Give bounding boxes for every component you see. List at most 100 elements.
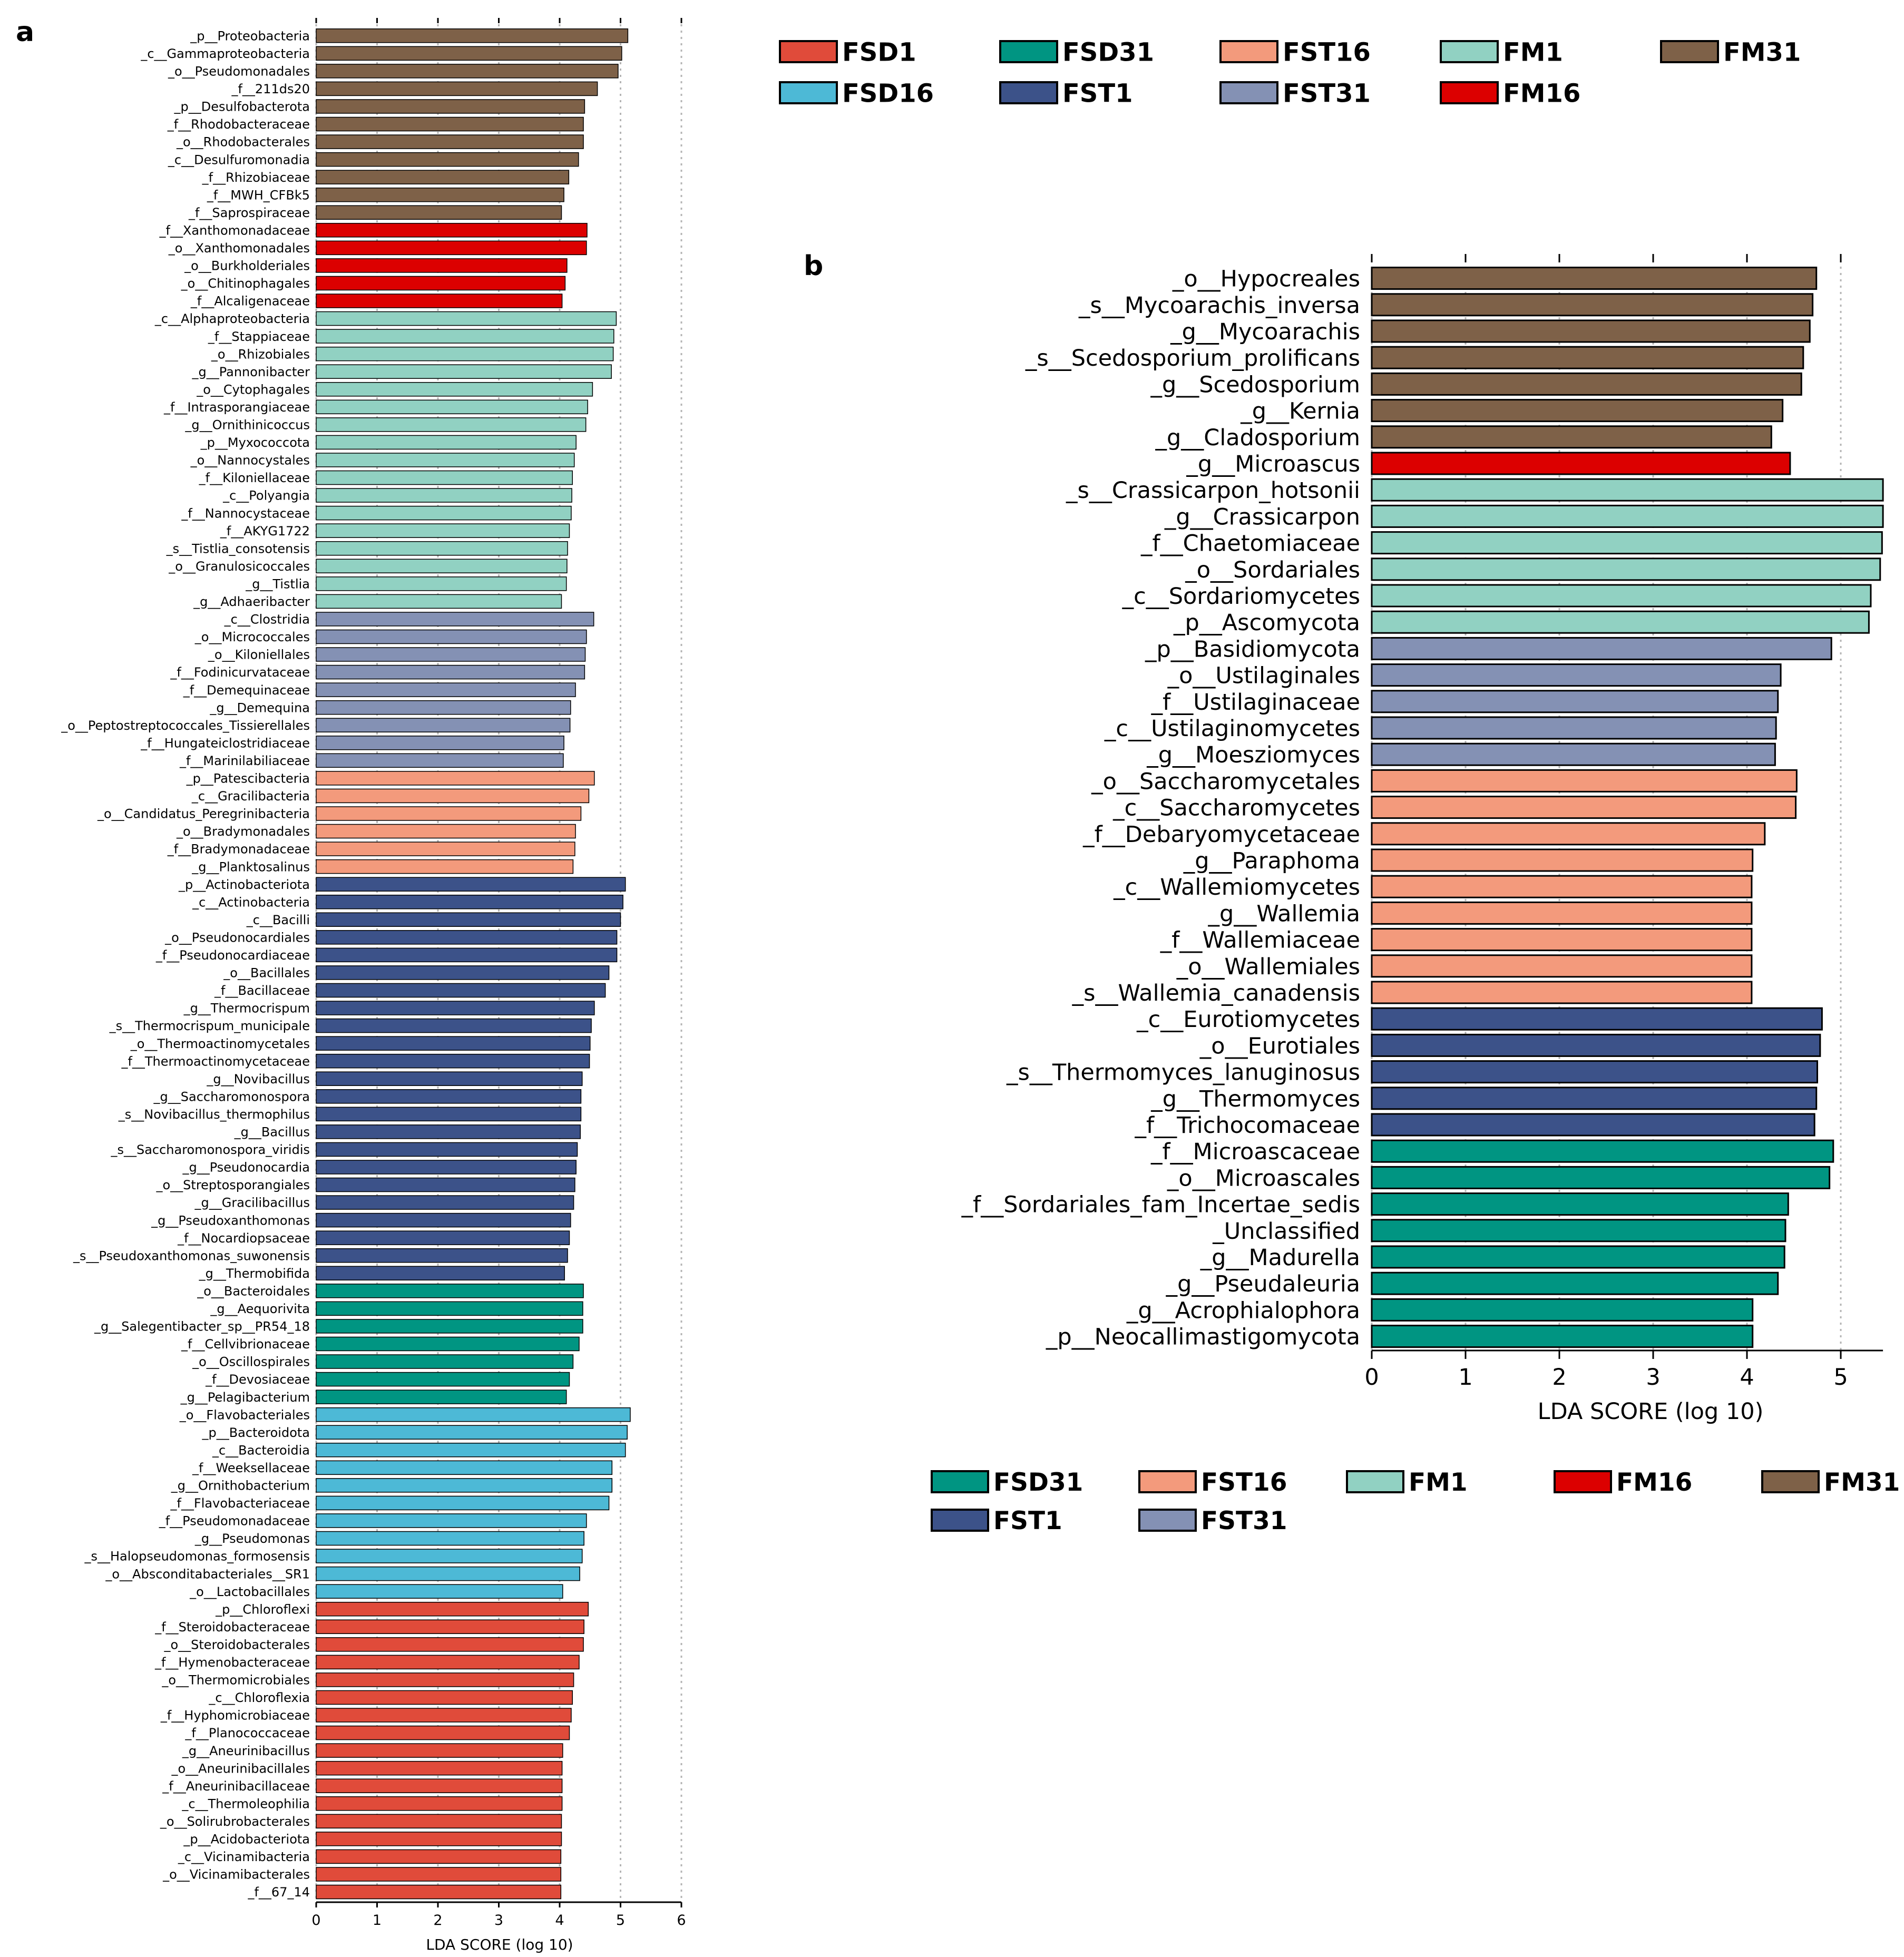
bar-label-g-wallemia: _g__Wallemia [1208,901,1360,927]
bar-label-c-ustilaginomycetes: _c__Ustilaginomycetes [1104,716,1360,742]
bar-s-thermocrispum-municipale [316,1018,592,1033]
bar-c-bacilli [316,912,621,927]
legend-label-fm1: FM1 [1503,37,1563,67]
legend-swatch-fsd31 [931,1470,989,1493]
legend-b: FSD31 FST16 FM1 FM16 FM31 FST1 FST31 [931,1468,1900,1535]
bar-label-f-rhizobiaceae: _f__Rhizobiaceae [202,170,310,185]
bar-f-marinilabiliaceae [316,753,564,768]
x-axis-title: LDA SCORE (log 10) [1538,1398,1764,1425]
bar-label-c-chloroflexia: _c__Chloroflexia [208,1690,310,1705]
bar-label-c-alphaproteobacteria: _c__Alphaproteobacteria [154,311,310,326]
bar-label-g-pseudomonas: _g__Pseudomonas [194,1531,310,1546]
bar-label-f-nocardiopsaceae: _f__Nocardiopsaceae [177,1231,310,1246]
bar-label-p-neocallimastigomycota: _p__Neocallimastigomycota [1046,1324,1360,1351]
bar-label-g-bacillus: _g__Bacillus [234,1125,310,1140]
bar-o-nannocystales [316,453,575,467]
legend-label-fsd31: FSD31 [993,1468,1083,1497]
bar-label-f-mwh-cfbk5: _f__MWH_CFBk5 [207,188,310,202]
bar-label-c-polyangia: _c__Polyangia [222,488,310,503]
bar-label-g-moesziomyces: _g__Moesziomyces [1146,742,1360,768]
bar-label-c-gammaproteobacteria: _c__Gammaproteobacteria [140,46,310,61]
x-tick-label-4: 4 [1740,1364,1754,1391]
bar-label-o-lactobacillales: _o__Lactobacillales [189,1584,310,1599]
bar-label-f-microascaceae: _f__Microascaceae [1150,1139,1360,1165]
legend-label-fm16: FM16 [1503,79,1580,108]
legend-label-fst16: FST16 [1201,1468,1287,1497]
bar-c-bacteroidia [316,1443,626,1457]
bar-f-stappiaceae [316,329,614,344]
bar-o-bradymonadales [316,824,576,839]
bar-f-chaetomiaceae [1371,531,1883,555]
bar-o-candidatus-peregrinibacteria [316,806,582,821]
bar-label-p-chloroflexi: _p__Chloroflexi [215,1602,310,1617]
x-tick-label-6: 6 [677,1912,686,1929]
bar-label-c-wallemiomycetes: _c__Wallemiomycetes [1113,874,1360,901]
bar-label-f-weeksellaceae: _f__Weeksellaceae [192,1461,310,1475]
bar-p-patescibacteria [316,771,595,786]
bar-label-g-pseudonocardia: _g__Pseudonocardia [182,1160,310,1175]
bar-label-f-alcaligenaceae: _f__Alcaligenaceae [190,294,310,309]
bar-c-desulfuromonadia [316,152,579,167]
legend-swatch-fst16 [1138,1470,1197,1493]
legend-label-fst31: FST31 [1201,1506,1287,1535]
bar-s-saccharomonospora-viridis [316,1142,578,1157]
bar-g-novibacillus [316,1071,583,1086]
bar-o-burkholderiales [316,258,568,273]
bar-label-o-candidatus-peregrinibacteria: _o__Candidatus_Peregrinibacteria [97,807,310,821]
bar-label-o-thermoactinomycetales: _o__Thermoactinomycetales [130,1036,310,1051]
bar-label-f-aneurinibacillaceae: _f__Aneurinibacillaceae [162,1779,310,1794]
bar-label-p-proteobacteria: _p__Proteobacteria [190,28,310,43]
bar-label-o-aneurinibacillales: _o__Aneurinibacillales [171,1761,310,1776]
bar-label-o-peptostreptococcales-tissierellales: _o__Peptostreptococcales_Tissierellales [61,718,310,733]
bar-g-pseudomonas [316,1531,584,1546]
panel-b-letter: b [804,250,823,282]
bar-o-streptosporangiales [316,1177,575,1192]
bar-o-sordariales [1371,557,1881,581]
bar-f-wallemiaceae [1371,928,1753,952]
bar-label-o-wallemiales: _o__Wallemiales [1176,954,1360,980]
bar-label-o-kiloniellales: _o__Kiloniellales [208,648,310,662]
bar-f-fodinicurvataceae [316,664,585,680]
bar-label-p-desulfobacterota: _p__Desulfobacterota [174,100,310,114]
bar-label-c-bacteroidia: _c__Bacteroidia [212,1443,310,1457]
bar-unclassified [1371,1219,1786,1242]
bar-g-kernia [1371,399,1784,423]
legend-swatch-fst1 [999,81,1058,104]
panel-a-letter: a [16,16,34,48]
x-axis-title: LDA SCORE (log 10) [426,1936,573,1953]
bar-label-o-nannocystales: _o__Nannocystales [190,453,310,468]
legend-swatch-fm1 [1440,40,1499,63]
bar-label-f-rhodobacteraceae: _f__Rhodobacteraceae [167,117,310,132]
bar-c-actinobacteria [316,894,623,909]
bar-label-f-hungateiclostridiaceae: _f__Hungateiclostridiaceae [140,736,310,750]
bar-s-halopseudomonas-formosensis [316,1549,583,1563]
bar-label-o-ustilaginales: _o__Ustilaginales [1167,663,1360,689]
legend-label-fst16: FST16 [1283,37,1371,67]
bar-f-sordariales-fam-incertae-sedis [1371,1192,1789,1216]
bar-g-aequorivita [316,1301,583,1316]
bar-s-scedosporium-prolificans [1371,346,1804,369]
bar-p-basidiomycota [1371,637,1832,660]
bar-label-s-pseudoxanthomonas-suwonensis: _s__Pseudoxanthomonas_suwonensis [73,1248,310,1263]
bar-g-saccharomonospora [316,1089,582,1104]
bar-g-microascus [1371,452,1791,475]
bar-label-c-vicinamibacteria: _c__Vicinamibacteria [178,1850,310,1864]
bar-label-g-pseudaleuria: _g__Pseudaleuria [1166,1271,1360,1297]
bar-label-s-wallemia-canadensis: _s__Wallemia_canadensis [1072,980,1360,1006]
legend-label-fsd31: FSD31 [1062,37,1154,67]
bar-label-f-67-14: _f__67_14 [247,1885,310,1900]
bar-f-microascaceae [1371,1139,1834,1163]
bar-o-chitinophagales [316,276,566,291]
bar-o-kiloniellales [316,647,586,662]
bar-label-f-steroidobacteraceae: _f__Steroidobacteraceae [154,1620,310,1635]
bar-label-g-tistlia: _g__Tistlia [245,576,310,591]
legend-label-fm16: FM16 [1616,1468,1692,1497]
bar-c-clostridia [316,612,594,627]
bar-g-scedosporium [1371,372,1802,396]
bar-f-demequinaceae [316,682,576,697]
bar-f-akyg1722 [316,523,570,538]
bar-o-vicinamibacterales [316,1867,562,1882]
bar-label-f-chaetomiaceae: _f__Chaetomiaceae [1140,531,1360,557]
bar-label-o-micrococcales: _o__Micrococcales [194,630,310,644]
bar-g-moesziomyces [1371,742,1776,766]
